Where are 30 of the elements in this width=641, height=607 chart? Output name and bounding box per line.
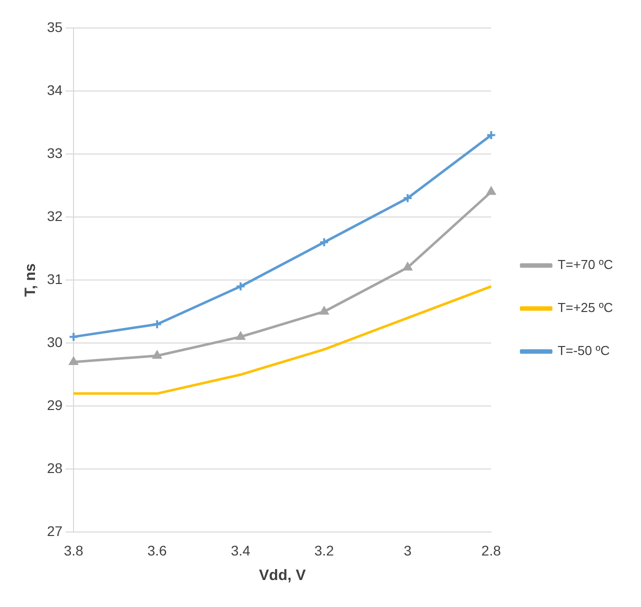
y-tick-label: 35 [46, 18, 63, 35]
y-tick-label: 33 [46, 144, 63, 161]
x-tick-label: 3.8 [64, 542, 84, 558]
point [403, 262, 412, 270]
point [320, 306, 329, 315]
point [486, 186, 496, 195]
x-tick-label: 3.2 [314, 542, 334, 558]
x-tick-label: 3 [404, 542, 412, 558]
point [402, 193, 413, 204]
y-tick-label: 30 [46, 334, 63, 350]
y-tick-label: 31 [46, 270, 63, 287]
point [69, 357, 78, 366]
x-tick-label: 3.4 [230, 542, 251, 558]
y-tick-label: 27 [46, 523, 63, 540]
y-tick-label: 29 [46, 397, 63, 414]
legend-label: T=+25 ºC [558, 300, 614, 316]
x-tick-label: 2.8 [481, 542, 502, 558]
point [236, 332, 246, 340]
point [236, 281, 246, 292]
x-tick-label: 3.6 [147, 542, 168, 558]
x-axis-title: Vdd, V [259, 567, 306, 584]
legend-label: T=+70 ºC [558, 257, 614, 272]
point [319, 237, 330, 248]
y-tick-label: 32 [46, 208, 63, 224]
y-tick-label: 34 [46, 82, 63, 98]
y-axis-title: T, ns [22, 263, 40, 297]
point [152, 319, 162, 330]
y-tick-label: 28 [46, 460, 63, 476]
legend-label: T=-50 ºC [558, 343, 610, 358]
point [152, 350, 162, 359]
